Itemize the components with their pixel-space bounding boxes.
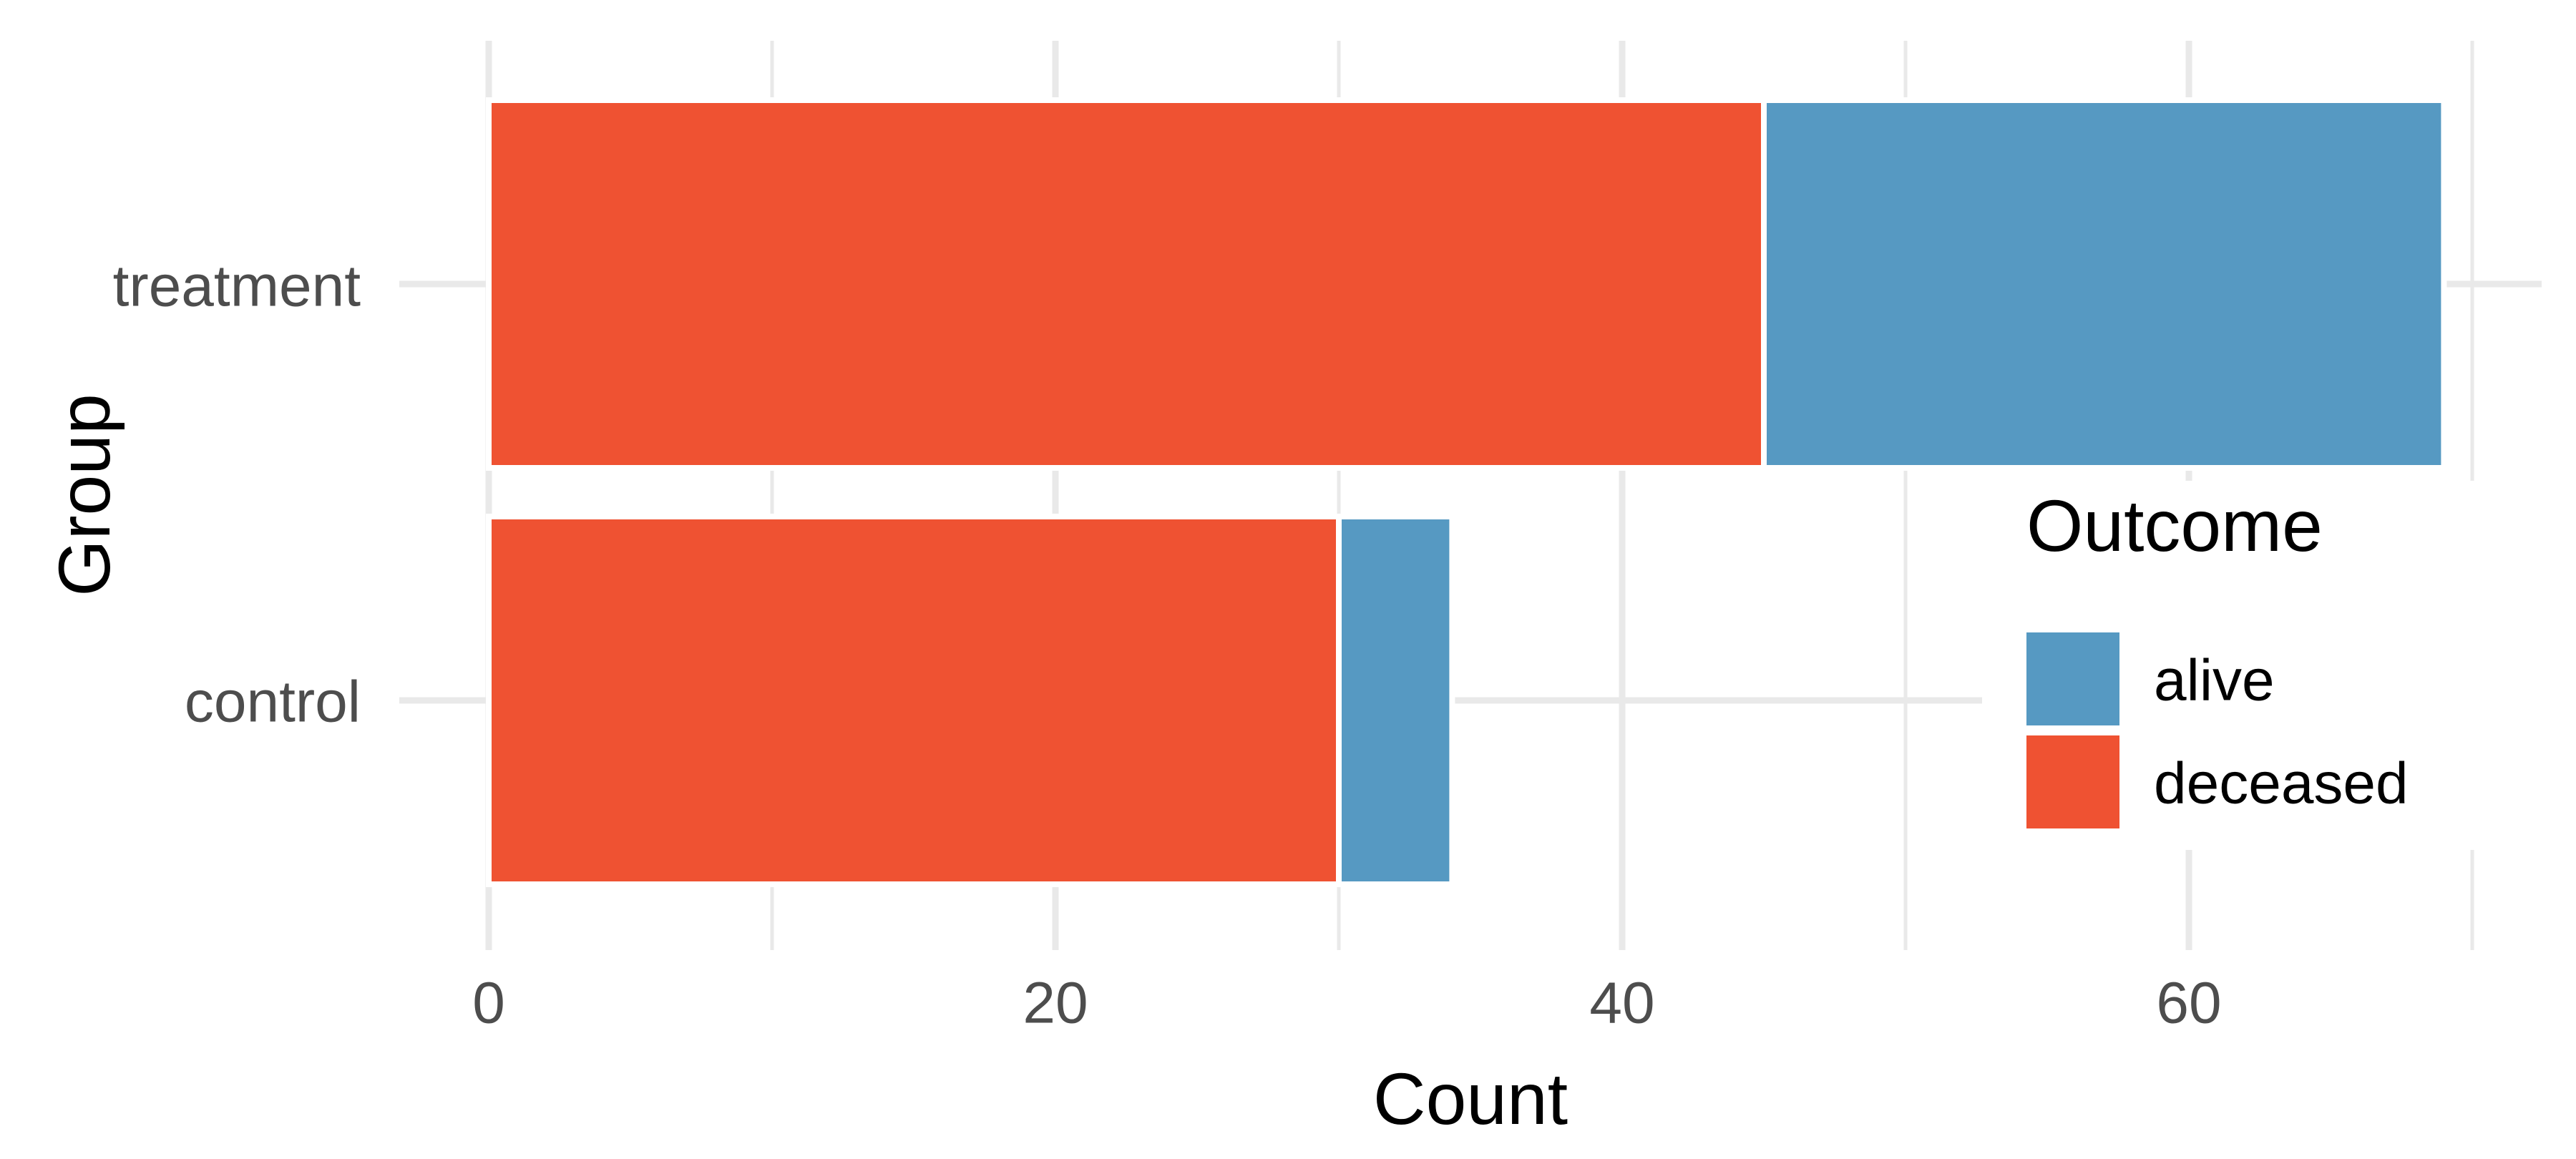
y-tick-label-control: control (185, 670, 361, 735)
major-gridline (485, 41, 492, 950)
x-axis-title: Count (1373, 1058, 1568, 1140)
x-tick-label-0: 0 (472, 971, 505, 1036)
legend-title: Outcome (2026, 485, 2323, 567)
minor-gridline (770, 41, 774, 950)
minor-gridline (1903, 41, 1908, 950)
y-axis-title: Group (44, 393, 125, 597)
bar-segment-treatment-deceased (486, 97, 1767, 471)
x-tick-label-60: 60 (2156, 971, 2221, 1036)
legend-label-alive: alive (2154, 648, 2275, 713)
bar-segment-treatment-alive (1761, 97, 2447, 471)
row-gridline (399, 697, 2542, 704)
bar-segment-control-alive (1336, 514, 1455, 887)
y-tick-label-treatment: treatment (113, 254, 361, 319)
x-tick-label-20: 20 (1023, 971, 1088, 1036)
bars-layer (486, 97, 2447, 887)
major-gridline (1052, 41, 1059, 950)
major-gridline (1619, 41, 1626, 950)
legend-key-alive (2026, 632, 2119, 725)
minor-gridline (1337, 41, 1341, 950)
legend: Outcome alive deceased (1982, 481, 2542, 850)
legend-key-deceased (2026, 735, 2119, 828)
x-tick-label-40: 40 (1589, 971, 1654, 1036)
bar-segment-control-deceased (486, 514, 1342, 887)
legend-label-deceased: deceased (2154, 751, 2409, 816)
